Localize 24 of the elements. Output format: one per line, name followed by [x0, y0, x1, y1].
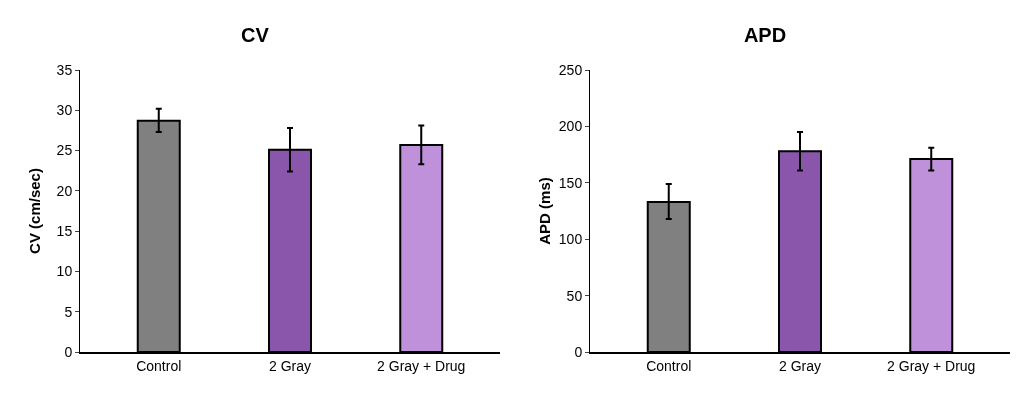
y-tick-label: 0	[574, 343, 583, 360]
x-tick-label: 2 Gray + Drug	[887, 357, 976, 374]
y-tick-label: 100	[558, 231, 583, 248]
y-tick-label: 10	[56, 263, 73, 280]
x-tick-label: Control	[646, 357, 692, 374]
y-axis-title: APD (ms)	[536, 177, 553, 245]
y-tick-label: 20	[56, 182, 73, 199]
y-tick-label: 50	[566, 287, 583, 304]
y-axis-title: CV (cm/sec)	[26, 168, 43, 254]
y-tick-label: 35	[56, 61, 73, 78]
x-tick-label: 2 Gray + Drug	[377, 357, 466, 374]
y-tick-label: 150	[558, 174, 583, 191]
y-tick-label: 0	[64, 343, 73, 360]
y-tick-label: 250	[558, 61, 583, 78]
chart-title: CV	[241, 24, 270, 47]
y-tick-label: 5	[64, 303, 73, 320]
y-tick-label: 200	[558, 118, 583, 135]
x-tick-label: 2 Gray	[778, 357, 822, 374]
x-tick-label: Control	[136, 357, 182, 374]
y-tick-label: 25	[56, 142, 73, 159]
y-tick-label: 30	[56, 102, 73, 119]
x-tick-label: 2 Gray	[268, 357, 312, 374]
y-tick-label: 15	[56, 223, 73, 240]
chart-title: APD	[743, 24, 787, 47]
